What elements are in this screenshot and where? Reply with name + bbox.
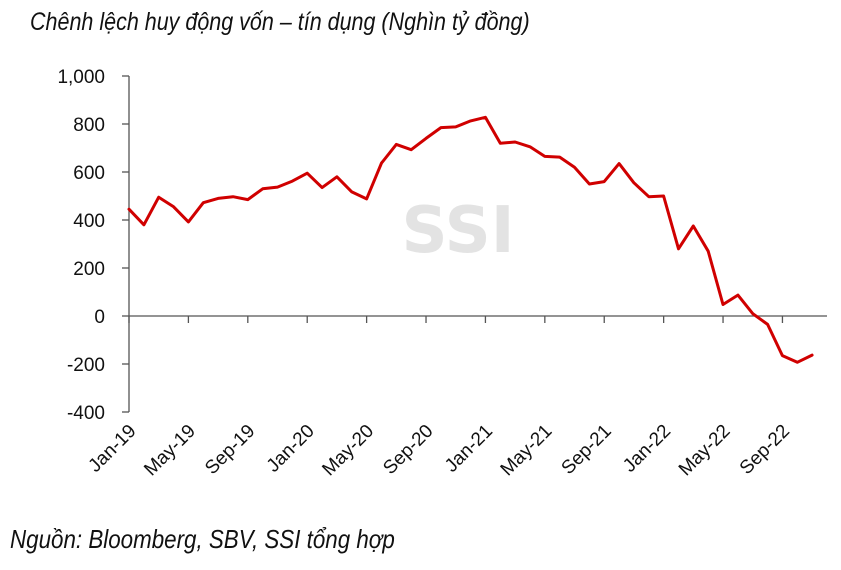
x-tick-label: May-20 — [319, 421, 379, 481]
y-axis-ticks: 1,000 800 600 400 200 0 -200 -400 — [57, 67, 129, 424]
chart-title: Chênh lệch huy động vốn – tín dụng (Nghì… — [30, 8, 530, 36]
x-tick-label: Sep-19 — [201, 421, 259, 479]
x-tick-label: Sep-22 — [736, 421, 794, 479]
x-tick-label: May-21 — [497, 421, 557, 481]
x-tick-label: Jan-22 — [619, 421, 675, 477]
series-line — [127, 115, 814, 364]
x-axis-ticks: Jan-19 May-19 Sep-19 Jan-20 May-20 Sep-20 Jan-… — [85, 316, 794, 480]
watermark: SSI — [401, 194, 514, 268]
x-tick-label: Sep-21 — [558, 421, 616, 479]
y-tick-label: 800 — [73, 115, 105, 136]
x-tick-label: Sep-20 — [379, 421, 437, 479]
x-tick-label: May-22 — [675, 421, 735, 481]
y-tick-label: -400 — [67, 403, 105, 424]
x-tick-label: Jan-20 — [263, 421, 319, 477]
y-tick-label: 400 — [73, 211, 105, 232]
y-tick-label: 0 — [94, 307, 105, 328]
y-tick-label: 200 — [73, 259, 105, 280]
source-note: Nguồn: Bloomberg, SBV, SSI tổng hợp — [10, 524, 395, 554]
y-tick-label: 600 — [73, 163, 105, 184]
y-tick-label: 1,000 — [57, 67, 105, 88]
x-tick-label: May-19 — [140, 421, 200, 481]
y-tick-label: -200 — [67, 355, 105, 376]
axes — [128, 76, 827, 412]
x-tick-label: Jan-21 — [441, 421, 497, 477]
x-tick-label: Jan-19 — [85, 421, 141, 477]
